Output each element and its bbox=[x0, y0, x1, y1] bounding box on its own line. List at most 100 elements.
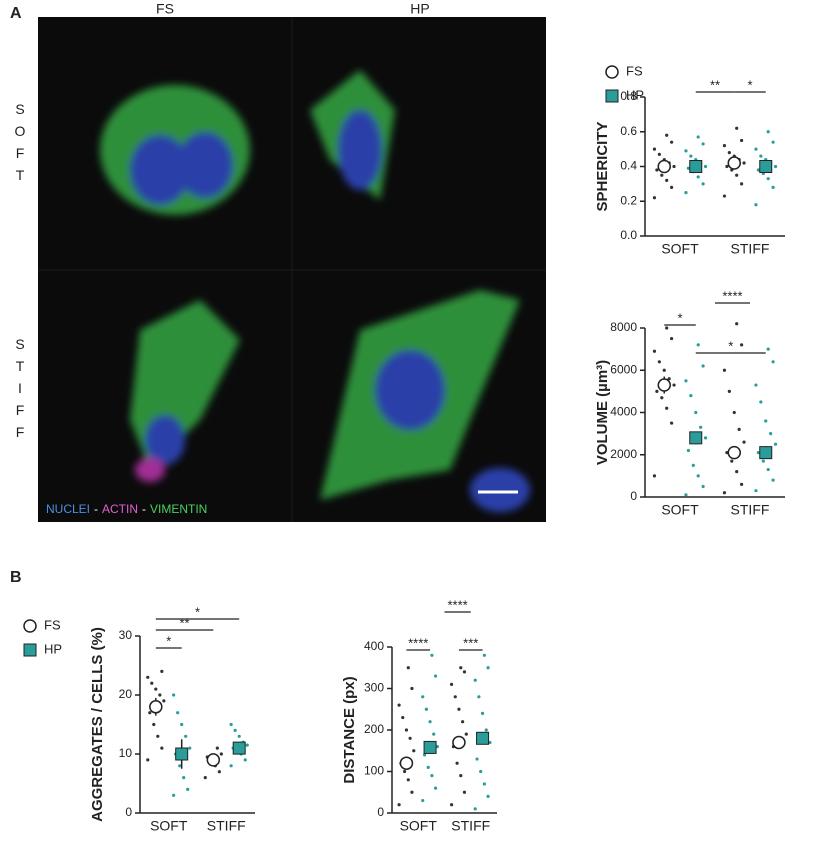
data-point bbox=[426, 765, 430, 769]
legend-label: HP bbox=[626, 87, 644, 102]
data-point bbox=[154, 687, 158, 691]
data-point bbox=[722, 194, 727, 198]
data-point bbox=[771, 140, 775, 144]
data-point bbox=[186, 787, 190, 792]
mean-marker bbox=[727, 156, 741, 170]
data-point bbox=[742, 161, 746, 165]
y-tick-label: 400 bbox=[364, 639, 384, 653]
data-point bbox=[737, 427, 741, 431]
significance-label: * bbox=[166, 633, 171, 648]
data-point bbox=[689, 394, 693, 398]
data-point bbox=[217, 770, 221, 774]
data-point bbox=[670, 336, 674, 341]
data-point bbox=[184, 734, 188, 738]
data-point bbox=[435, 745, 440, 749]
data-point bbox=[473, 678, 477, 682]
legend-marker bbox=[23, 619, 37, 633]
data-point bbox=[759, 154, 763, 158]
data-point bbox=[740, 182, 744, 186]
data-point bbox=[701, 142, 705, 146]
data-point bbox=[740, 482, 744, 486]
data-point bbox=[459, 666, 463, 670]
stain: VIMENTIN bbox=[150, 502, 207, 516]
data-point bbox=[766, 467, 770, 472]
data-point bbox=[696, 135, 700, 139]
data-point bbox=[412, 749, 416, 753]
data-point bbox=[652, 147, 657, 151]
data-point bbox=[172, 693, 176, 697]
x-tick-label: STIFF bbox=[731, 241, 770, 257]
mean-marker bbox=[727, 445, 741, 460]
significance-label: * bbox=[195, 604, 200, 619]
data-point bbox=[703, 436, 708, 440]
separator: - bbox=[94, 502, 98, 516]
significance-label: * bbox=[677, 310, 682, 325]
legend-label: FS bbox=[44, 617, 61, 632]
letter: F bbox=[16, 424, 25, 440]
data-point bbox=[158, 693, 162, 697]
data-point bbox=[771, 478, 775, 482]
x-tick-label: SOFT bbox=[400, 818, 438, 834]
data-point bbox=[761, 459, 765, 463]
y-tick-label: 20 bbox=[119, 687, 133, 701]
data-point bbox=[766, 177, 770, 181]
data-point bbox=[696, 343, 700, 347]
data-point bbox=[754, 383, 758, 387]
data-point bbox=[730, 459, 734, 463]
stain-legend: NUCLEI - ACTIN - VIMENTIN bbox=[46, 502, 207, 516]
data-point bbox=[754, 147, 758, 151]
data-point bbox=[172, 793, 176, 797]
data-point bbox=[740, 343, 744, 347]
data-point bbox=[686, 448, 691, 453]
x-tick-label: STIFF bbox=[207, 818, 246, 834]
data-point bbox=[732, 410, 736, 415]
mean-marker bbox=[657, 159, 671, 174]
data-point bbox=[773, 442, 778, 446]
data-point bbox=[756, 451, 761, 455]
data-point bbox=[461, 720, 465, 724]
data-point bbox=[696, 474, 700, 478]
data-point bbox=[453, 695, 457, 699]
letter: S bbox=[15, 101, 24, 117]
data-point bbox=[479, 769, 483, 774]
data-point bbox=[701, 484, 705, 489]
data-point bbox=[735, 173, 739, 177]
mean-marker bbox=[399, 756, 414, 770]
significance-label: ** bbox=[710, 77, 720, 92]
data-point bbox=[486, 794, 490, 799]
data-point bbox=[691, 463, 695, 467]
letter: O bbox=[15, 123, 26, 139]
data-point bbox=[428, 720, 432, 724]
data-point bbox=[203, 776, 207, 780]
data-point bbox=[229, 764, 233, 768]
mean-marker bbox=[759, 446, 773, 460]
y-tick-label: 0.0 bbox=[620, 228, 637, 242]
data-point bbox=[457, 707, 461, 711]
data-point bbox=[699, 425, 703, 429]
stain: ACTIN bbox=[102, 502, 138, 516]
data-point bbox=[219, 752, 223, 756]
mean-marker bbox=[452, 735, 466, 750]
data-point bbox=[722, 144, 727, 148]
data-point bbox=[215, 746, 219, 750]
data-point bbox=[735, 322, 739, 326]
data-point bbox=[484, 728, 488, 732]
data-point bbox=[233, 728, 237, 733]
mean-marker bbox=[689, 160, 703, 173]
mean-marker bbox=[175, 747, 189, 761]
data-point bbox=[665, 326, 669, 330]
data-point bbox=[722, 491, 727, 495]
data-point bbox=[480, 711, 485, 716]
panel-label: A bbox=[10, 5, 22, 22]
data-point bbox=[670, 140, 674, 144]
data-point bbox=[403, 769, 407, 774]
data-point bbox=[754, 203, 758, 207]
data-point bbox=[773, 164, 778, 169]
data-point bbox=[769, 432, 773, 436]
data-point bbox=[464, 732, 468, 736]
mean-marker bbox=[657, 378, 671, 392]
data-point bbox=[482, 782, 486, 786]
